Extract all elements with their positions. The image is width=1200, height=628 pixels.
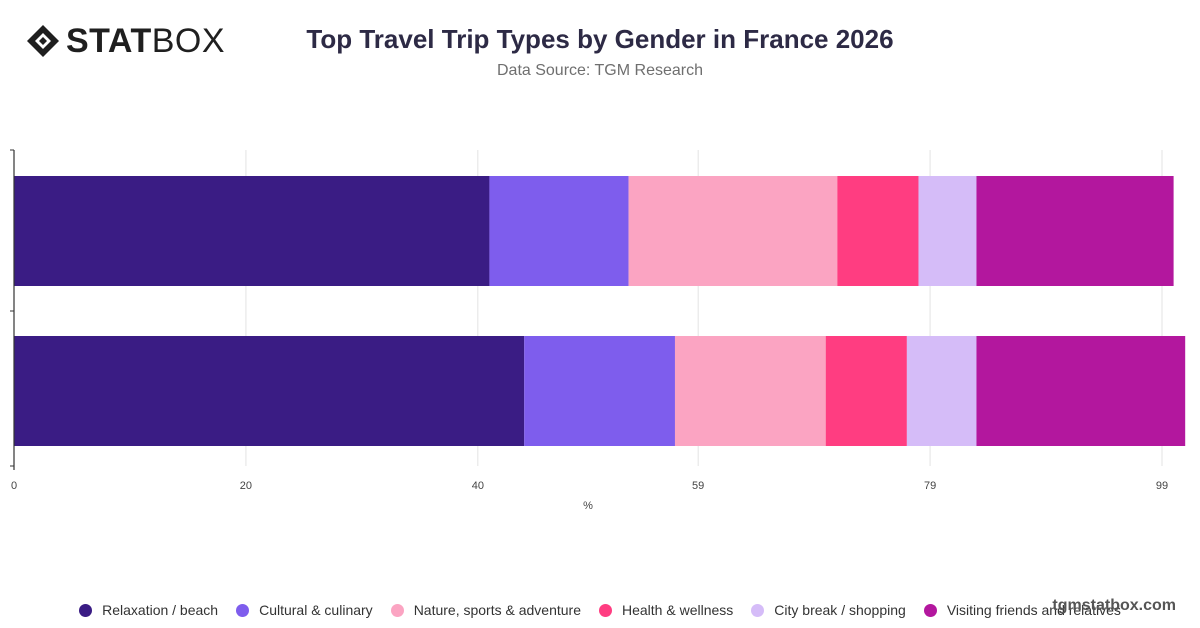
- x-tick-label: 79: [924, 480, 936, 492]
- x-tick-label: 20: [240, 480, 252, 492]
- legend-label: Relaxation / beach: [102, 602, 219, 618]
- bar-segment: [524, 336, 675, 446]
- x-tick-label: 40: [472, 480, 484, 492]
- chart-title: Top Travel Trip Types by Gender in Franc…: [306, 24, 894, 54]
- chart-legend: Relaxation / beach Cultural & culinary Nat…: [0, 602, 1200, 618]
- bar-segment: [837, 176, 919, 286]
- legend-swatch: [79, 603, 93, 617]
- legend-swatch: [751, 603, 765, 617]
- bar-segment: [906, 336, 977, 446]
- x-tick-label: 0: [11, 480, 17, 492]
- bar-segment: [628, 176, 838, 286]
- legend-label: City break / shopping: [774, 602, 906, 618]
- x-axis-label: %: [583, 500, 593, 512]
- legend-item[interactable]: Visiting friends and relatives: [923, 602, 1121, 618]
- legend-item[interactable]: Nature, sports & adventure: [390, 602, 581, 618]
- legend-item[interactable]: Relaxation / beach: [79, 602, 218, 618]
- bar-segment: [976, 336, 1186, 446]
- chart-subtitle: Data Source: TGM Research: [496, 62, 703, 79]
- bar-segment: [976, 176, 1174, 286]
- legend-item[interactable]: City break / shopping: [751, 602, 906, 618]
- bar-segment: [14, 336, 525, 446]
- bar-segment: [825, 336, 907, 446]
- legend-label: Cultural & culinary: [259, 602, 373, 618]
- legend-item[interactable]: Cultural & culinary: [236, 602, 373, 618]
- x-tick-label: 99: [1156, 480, 1168, 492]
- legend-swatch: [923, 603, 937, 617]
- bar-segment: [918, 176, 977, 286]
- legend-label: Health & wellness: [622, 602, 734, 618]
- legend-swatch: [599, 603, 612, 617]
- brand-name: STATBOX: [66, 22, 226, 60]
- legend-item[interactable]: Health & wellness: [599, 602, 733, 618]
- statbox-logo-icon: [27, 25, 59, 57]
- brand-logo: STATBOX: [26, 24, 225, 58]
- legend-label: Nature, sports & adventure: [413, 602, 581, 618]
- x-tick-label: 59: [692, 480, 704, 492]
- legend-swatch: [390, 603, 404, 617]
- legend-swatch: [236, 603, 250, 617]
- bar-segment: [489, 176, 629, 286]
- legend-label: Visiting friends and relatives: [946, 602, 1121, 618]
- bar-segment: [14, 176, 490, 286]
- bar-segment: [674, 336, 826, 446]
- watermark: tgmstatbox.com: [1052, 597, 1176, 614]
